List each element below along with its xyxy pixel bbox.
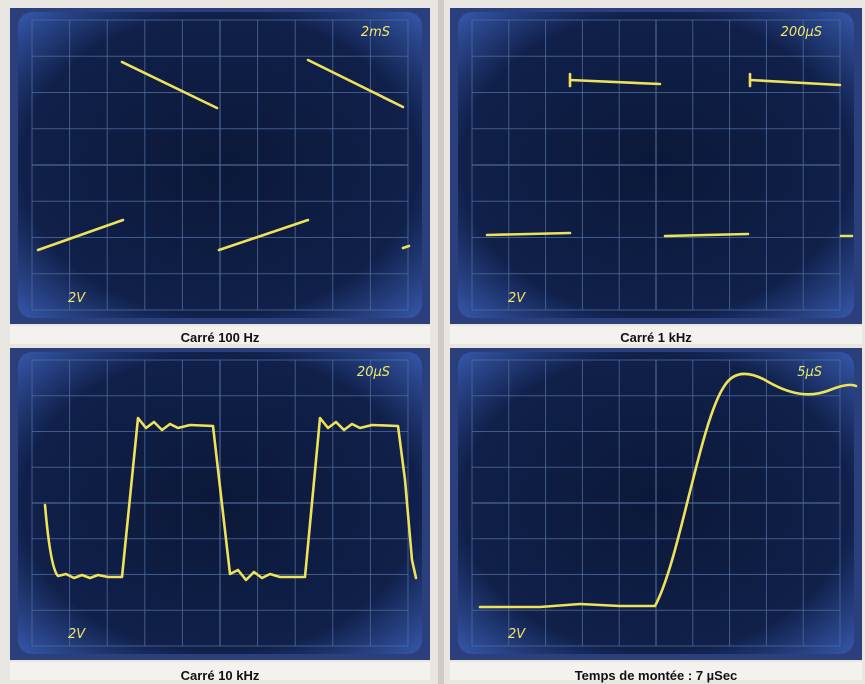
timebase-label: 20µS	[357, 365, 390, 380]
volts-label: 2V	[508, 627, 526, 642]
volts-label: 2V	[68, 291, 86, 306]
trace	[36, 58, 411, 252]
timebase-label: 2mS	[361, 25, 390, 40]
timebase-label: 200µS	[781, 25, 822, 40]
caption-strip	[450, 326, 862, 344]
timebase-label: 5µS	[797, 365, 822, 380]
screens	[10, 8, 862, 680]
caption-strip	[10, 326, 430, 344]
caption: Carré 100 Hz	[181, 330, 260, 345]
volts-label: 2V	[508, 291, 526, 306]
caption-strip	[450, 662, 862, 680]
caption-strip	[10, 662, 430, 680]
trace	[43, 416, 418, 582]
volts-label: 2V	[68, 627, 86, 642]
caption: Carré 10 kHz	[181, 668, 260, 683]
trace	[485, 72, 854, 238]
labels: 2mS 2V Carré 100 Hz 200µS 2V Carré 1 kHz 20µS 2…	[68, 25, 822, 683]
trace	[478, 372, 858, 609]
traces	[36, 58, 858, 609]
divider	[438, 0, 444, 684]
caption: Temps de montée : 7 µSec	[575, 668, 738, 683]
caption: Carré 1 kHz	[620, 330, 692, 345]
